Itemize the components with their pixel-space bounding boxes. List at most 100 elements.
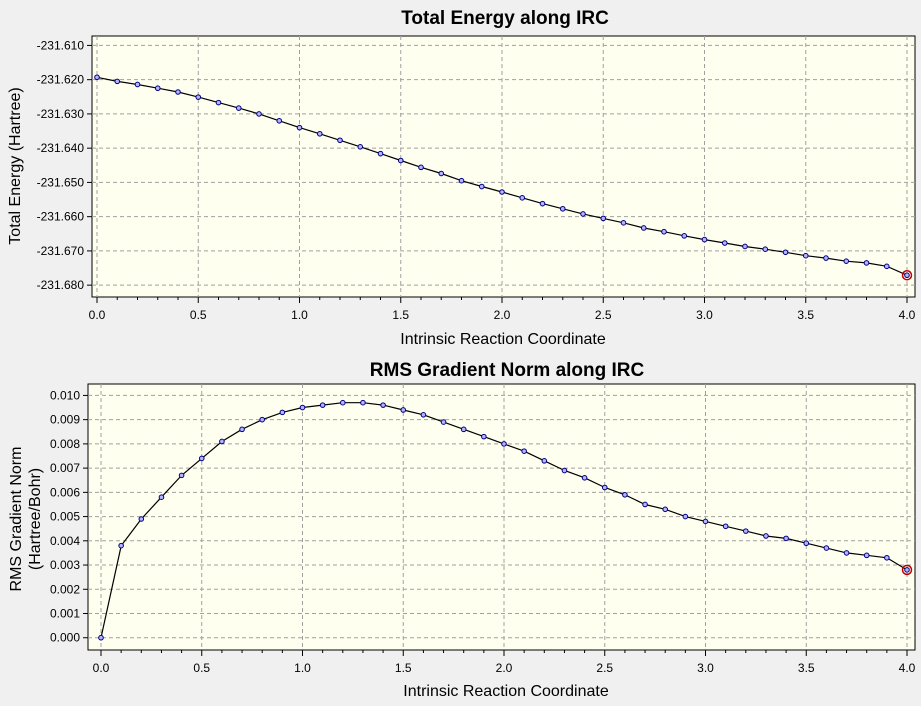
energy-x-axis-label: Intrinsic Reaction Coordinate	[400, 331, 606, 348]
energy-point-7	[235, 105, 242, 111]
gradient-y-axis-label-line2: (Hartree/Bohr)	[27, 468, 44, 570]
gradient-x-tick-label-7: 3.5	[798, 661, 815, 675]
energy-point-3	[154, 85, 161, 92]
energy-x-tick-label-4: 2.0	[494, 308, 511, 322]
gradient-point-0	[98, 634, 104, 641]
energy-point-18	[458, 177, 465, 184]
gradient-x-tick-label-3: 1.5	[395, 661, 412, 675]
gradient-highlight-ring	[901, 564, 913, 576]
energy-x-tick-label-3: 1.5	[392, 308, 409, 322]
energy-point-25	[600, 215, 607, 222]
gradient-x-axis-label: Intrinsic Reaction Coordinate	[403, 683, 609, 700]
gradient-series	[98, 399, 913, 641]
gradient-point-35	[803, 540, 810, 547]
energy-point-17	[438, 170, 445, 177]
energy-y-axis-label: Total Energy (Hartree)	[7, 87, 24, 244]
energy-y-tick-label-2: -231.630	[37, 107, 85, 121]
gradient-y-tick-label-1: 0.009	[50, 413, 80, 427]
gradient-x-tick-label-8: 4.0	[899, 661, 916, 675]
energy-point-0	[94, 74, 100, 81]
gradient-point-5	[198, 455, 205, 462]
energy-point-39	[883, 263, 890, 270]
energy-point-14	[377, 150, 384, 157]
energy-point-9	[276, 117, 283, 124]
gradient-y-tick-label-6: 0.004	[50, 534, 80, 548]
gradient-point-24	[581, 475, 588, 481]
gradient-point-7	[239, 426, 245, 433]
energy-point-27	[640, 225, 647, 231]
energy-x-tick-label-2: 1.0	[291, 308, 308, 322]
energy-point-30	[701, 236, 708, 243]
gradient-y-axis: 0.010 0.009 0.008 0.007 0.006 0.005 0.004 0.003…	[50, 388, 88, 645]
energy-point-13	[357, 143, 364, 150]
energy-point-4	[175, 89, 181, 95]
gradient-point-17	[440, 419, 447, 425]
energy-point-28	[661, 228, 667, 235]
gradient-x-tick-label-6: 3.0	[697, 661, 714, 675]
gradient-x-tick-label-0: 0.0	[93, 661, 110, 675]
energy-point-36	[823, 255, 829, 261]
gradient-point-36	[823, 545, 830, 551]
energy-y-axis: -231.610 -231.620 -231.630 -231.640 -231.650…	[37, 38, 92, 292]
gradient-point-37	[843, 550, 850, 556]
gradient-point-29	[682, 513, 689, 520]
gradient-point-38	[863, 552, 870, 559]
gradient-point-9	[279, 409, 286, 416]
gradient-point-14	[380, 402, 386, 408]
energy-point-10	[296, 124, 303, 131]
gradient-y-tick-label-3: 0.007	[50, 461, 80, 475]
energy-point-5	[195, 94, 202, 100]
gradient-x-tick-label-1: 0.5	[193, 661, 210, 675]
gradient-point-25	[601, 484, 608, 491]
gradient-y-tick-label-2: 0.008	[50, 437, 80, 451]
energy-point-11	[316, 130, 323, 137]
gradient-point-30	[702, 518, 709, 525]
energy-x-tick-label-6: 3.0	[696, 308, 713, 322]
energy-series	[94, 74, 913, 281]
energy-point-32	[742, 243, 748, 250]
energy-x-tick-label-0: 0.0	[89, 308, 106, 322]
energy-plot-area	[91, 35, 916, 298]
energy-chart: Total Energy along IRC -231.610-231.620-…	[7, 8, 916, 348]
energy-point-34	[782, 249, 789, 256]
gradient-point-39	[884, 554, 890, 561]
energy-y-tick-label-5: -231.660	[37, 210, 85, 224]
energy-y-tick-label-0: -231.610	[37, 38, 85, 52]
energy-point-26	[620, 220, 627, 226]
energy-point-2	[134, 81, 141, 88]
gradient-point-26	[622, 491, 628, 498]
gradient-point-32	[743, 528, 749, 534]
gradient-point-3	[158, 494, 165, 500]
gradient-x-tick-label-4: 2.0	[496, 661, 513, 675]
energy-point-31	[721, 240, 728, 246]
energy-point-12	[337, 137, 343, 144]
energy-point-1	[114, 78, 121, 85]
energy-point-15	[397, 157, 404, 164]
energy-point-16	[418, 164, 424, 171]
gradient-y-tick-label-8: 0.002	[50, 582, 80, 596]
gradient-x-axis: 0.0 0.5 1.0 1.5 2.0 2.5 3.0 3.5 4.0	[93, 650, 916, 675]
energy-point-21	[519, 195, 526, 201]
energy-x-tick-label-8: 4.0	[899, 308, 916, 322]
energy-point-22	[539, 200, 546, 207]
energy-point-38	[863, 260, 870, 266]
gradient-point-15	[400, 407, 407, 413]
gradient-point-11	[319, 402, 326, 408]
gradient-point-16	[420, 412, 427, 418]
energy-y-tick-label-6: -231.670	[37, 244, 85, 258]
energy-point-24	[580, 211, 586, 217]
energy-chart-title: Total Energy along IRC	[401, 8, 609, 29]
gradient-point-22	[541, 458, 548, 464]
gradient-point-40	[904, 567, 910, 573]
gradient-point-10	[299, 404, 306, 411]
gradient-point-23	[561, 467, 568, 474]
energy-y-tick-label-7: -231.680	[37, 278, 85, 292]
energy-highlight-ring	[901, 269, 913, 281]
gradient-point-1	[118, 542, 124, 549]
gradient-y-tick-label-4: 0.006	[50, 485, 80, 499]
gradient-x-tick-label-2: 1.0	[294, 661, 311, 675]
gradient-point-33	[763, 533, 769, 539]
energy-x-axis: 0.0 0.5 1.0 1.5 2.0 2.5 3.0 3.5 4.0	[89, 297, 916, 322]
energy-point-40	[904, 272, 910, 279]
energy-point-19	[478, 183, 485, 190]
